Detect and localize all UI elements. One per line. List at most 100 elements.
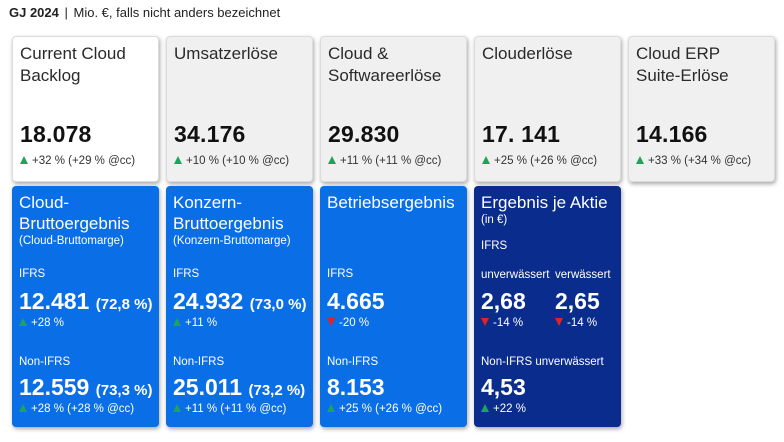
kpi-title-line2: Bruttoergebnis bbox=[173, 214, 284, 233]
kpi-title: Clouderlöse bbox=[482, 44, 573, 63]
trend-up-icon bbox=[481, 404, 489, 412]
trend-up-icon bbox=[174, 156, 182, 164]
ifrs-label: IFRS bbox=[327, 268, 354, 280]
nonifrs-label: Non-IFRS bbox=[173, 356, 225, 368]
kpi-delta-text: +11 % (+11 % @cc) bbox=[340, 155, 442, 167]
kpi-value: 18.078 bbox=[20, 121, 92, 147]
ifrs-value: 24.932 (73,0 %) bbox=[173, 288, 306, 315]
trend-up-icon bbox=[19, 318, 27, 326]
kpi-card-current-cloud-backlog: Current Cloud Backlog 18.078 +32 % (+29 … bbox=[12, 36, 159, 182]
ifrs-delta-text: +11 % bbox=[185, 317, 218, 329]
kpi-title: Cloud & Softwareerlöse bbox=[328, 44, 442, 85]
kpi-delta: +11 % (+11 % @cc) bbox=[328, 155, 441, 167]
trend-up-icon bbox=[173, 404, 181, 412]
nonifrs-value: 8.153 bbox=[327, 374, 385, 400]
nonifrs-label: Non-IFRS bbox=[327, 356, 379, 368]
trend-up-icon bbox=[173, 318, 181, 326]
kpi-delta-text: +32 % (+29 % @cc) bbox=[32, 155, 136, 167]
kpi-title: Umsatzerlöse bbox=[174, 44, 278, 63]
kpi-subtitle: (in €) bbox=[481, 214, 508, 226]
kpi-card-ergebnis-je-aktie: Ergebnis je Aktie (in €) IFRS unverwässe… bbox=[474, 186, 621, 427]
nonifrs-value: 25.011 (73,2 %) bbox=[173, 374, 305, 401]
page-header: GJ 2024 | Mio. €, falls nicht anders bez… bbox=[9, 5, 280, 20]
ifrs-delta: +11 % bbox=[173, 317, 217, 329]
kpi-delta-text: +33 % (+34 % @cc) bbox=[648, 155, 752, 167]
ifrs-delta: +28 % bbox=[19, 317, 64, 329]
kpi-title: Current Cloud Backlog bbox=[20, 44, 126, 85]
kpi-delta-text: +10 % (+10 % @cc) bbox=[186, 155, 290, 167]
kpi-card-cloud-softwareerloese: Cloud & Softwareerlöse 29.830 +11 % (+11… bbox=[320, 36, 467, 182]
nonifrs-delta-text: +25 % (+26 % @cc) bbox=[339, 403, 443, 415]
ifrs-delta-text: +28 % bbox=[31, 317, 64, 329]
nonifrs-margin: (73,3 %) bbox=[95, 382, 153, 399]
ifrs-value-number: 12.481 bbox=[19, 288, 90, 314]
trend-up-icon bbox=[20, 156, 28, 164]
nonifrs-value-number: 25.011 bbox=[173, 374, 243, 400]
ifrs-value: 4.665 bbox=[327, 288, 385, 314]
nonifrs-delta-text: +28 % (+28 % @cc) bbox=[31, 403, 135, 415]
trend-down-icon bbox=[555, 318, 563, 326]
nonifrs-delta: +11 % (+11 % @cc) bbox=[173, 403, 286, 415]
nonifrs-label: Non-IFRS unverwässert bbox=[481, 356, 604, 368]
kpi-delta-text: +25 % (+26 % @cc) bbox=[494, 155, 598, 167]
kpi-subtitle: (Cloud-Bruttomarge) bbox=[19, 235, 124, 247]
trend-up-icon bbox=[327, 404, 335, 412]
diluted-value: 2,65 bbox=[555, 288, 600, 314]
header-subtitle: Mio. €, falls nicht anders bezeichnet bbox=[73, 5, 281, 20]
nonifrs-margin: (73,2 %) bbox=[248, 382, 306, 399]
nonifrs-delta-text: +11 % (+11 % @cc) bbox=[185, 403, 287, 415]
trend-up-icon bbox=[328, 156, 336, 164]
kpi-delta: +33 % (+34 % @cc) bbox=[636, 155, 751, 167]
ifrs-margin: (73,0 %) bbox=[249, 296, 307, 313]
basic-delta: -14 % bbox=[481, 317, 523, 329]
basic-value: 2,68 bbox=[481, 288, 526, 314]
trend-up-icon bbox=[482, 156, 490, 164]
nonifrs-value-number: 12.559 bbox=[19, 374, 90, 400]
kpi-title-line1: Cloud- bbox=[19, 193, 70, 212]
kpi-delta: +32 % (+29 % @cc) bbox=[20, 155, 135, 167]
nonifrs-delta: +25 % (+26 % @cc) bbox=[327, 403, 442, 415]
ifrs-margin: (72,8 %) bbox=[95, 296, 153, 313]
kpi-delta: +10 % (+10 % @cc) bbox=[174, 155, 289, 167]
kpi-title: Cloud ERP Suite-Erlöse bbox=[636, 44, 729, 85]
kpi-card-clouderloese: Clouderlöse 17. 141 +25 % (+26 % @cc) bbox=[474, 36, 621, 182]
ifrs-value: 12.481 (72,8 %) bbox=[19, 288, 152, 315]
diluted-delta: -14 % bbox=[555, 317, 597, 329]
nonifrs-delta-text: +22 % bbox=[493, 403, 526, 415]
nonifrs-value: 12.559 (73,3 %) bbox=[19, 374, 152, 401]
ifrs-label: IFRS bbox=[173, 268, 200, 280]
kpi-value: 29.830 bbox=[328, 121, 400, 147]
kpi-subtitle: (Konzern-Bruttomarge) bbox=[173, 235, 291, 247]
trend-down-icon bbox=[481, 318, 489, 326]
kpi-card-cloud-erp-suite-erloese: Cloud ERP Suite-Erlöse 14.166 +33 % (+34… bbox=[628, 36, 775, 182]
trend-up-icon bbox=[636, 156, 644, 164]
kpi-card-betriebsergebnis: Betriebsergebnis IFRS 4.665 -20 % Non-IF… bbox=[320, 186, 467, 427]
kpi-value: 34.176 bbox=[174, 121, 246, 147]
kpi-card-umsatzerloese: Umsatzerlöse 34.176 +10 % (+10 % @cc) bbox=[166, 36, 313, 182]
ifrs-label: IFRS bbox=[481, 240, 508, 252]
diluted-delta-text: -14 % bbox=[567, 317, 598, 329]
nonifrs-value: 4,53 bbox=[481, 374, 526, 400]
header-separator: | bbox=[64, 5, 68, 20]
basic-delta-text: -14 % bbox=[493, 317, 524, 329]
fiscal-year: GJ 2024 bbox=[9, 5, 59, 20]
nonifrs-label: Non-IFRS bbox=[19, 356, 71, 368]
kpi-delta: +25 % (+26 % @cc) bbox=[482, 155, 597, 167]
trend-up-icon bbox=[19, 404, 27, 412]
ifrs-delta-text: -20 % bbox=[339, 317, 370, 329]
diluted-label: verwässert bbox=[555, 269, 611, 281]
ifrs-label: IFRS bbox=[19, 268, 46, 280]
kpi-title-line2: Bruttoergebnis bbox=[19, 214, 130, 233]
nonifrs-delta: +22 % bbox=[481, 403, 526, 415]
kpi-title: Ergebnis je Aktie bbox=[481, 193, 608, 212]
kpi-card-konzern-bruttoergebnis: Konzern- Bruttoergebnis (Konzern-Bruttom… bbox=[166, 186, 313, 427]
ifrs-delta: -20 % bbox=[327, 317, 369, 329]
kpi-value: 14.166 bbox=[636, 121, 708, 147]
nonifrs-delta: +28 % (+28 % @cc) bbox=[19, 403, 134, 415]
kpi-card-cloud-bruttoergebnis: Cloud- Bruttoergebnis (Cloud-Bruttomarge… bbox=[12, 186, 159, 427]
kpi-value: 17. 141 bbox=[482, 121, 561, 147]
kpi-title-line1: Konzern- bbox=[173, 193, 242, 212]
kpi-title: Betriebsergebnis bbox=[327, 193, 455, 212]
trend-down-icon bbox=[327, 318, 335, 326]
basic-label: unverwässert bbox=[481, 269, 550, 281]
